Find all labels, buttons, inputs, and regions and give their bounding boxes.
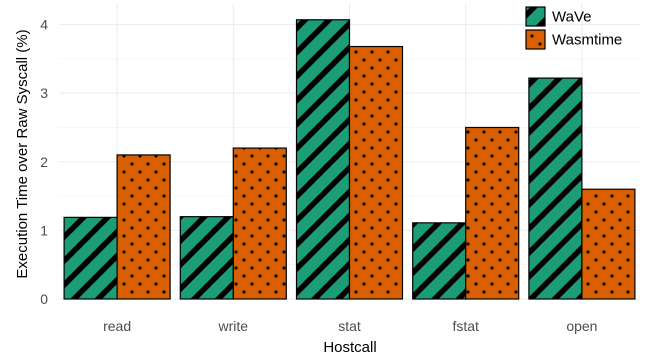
x-tick-label: stat bbox=[338, 318, 361, 334]
x-axis-title: Hostcall bbox=[323, 339, 376, 356]
y-tick-label: 3 bbox=[40, 85, 48, 101]
x-axis-ticks: read write stat fstat open bbox=[103, 318, 597, 334]
y-axis-title: Execution Time over Raw Syscall (%) bbox=[14, 29, 31, 278]
legend-label-wasmtime: Wasmtime bbox=[552, 32, 622, 49]
x-tick-label: write bbox=[218, 318, 249, 334]
x-tick-label: open bbox=[566, 318, 597, 334]
bar-wave-open bbox=[528, 77, 583, 300]
legend-label-wave: WaVe bbox=[552, 9, 591, 26]
bar-wave-stat bbox=[295, 19, 351, 300]
x-tick-label: fstat bbox=[452, 318, 479, 334]
y-tick-label: 0 bbox=[40, 291, 48, 307]
bars bbox=[63, 19, 636, 300]
bar-wasmtime-fstat bbox=[465, 126, 520, 300]
y-tick-label: 4 bbox=[40, 17, 48, 33]
bar-wave-fstat bbox=[412, 222, 467, 300]
bar-wave-read bbox=[63, 216, 118, 300]
bar-wasmtime-write bbox=[232, 147, 287, 300]
y-axis-ticks: 0 1 2 3 4 bbox=[40, 17, 48, 307]
bar-wasmtime-read bbox=[116, 154, 171, 300]
legend: WaVe Wasmtime bbox=[525, 6, 622, 50]
bar-wave-write bbox=[179, 216, 234, 300]
bar-wasmtime-open bbox=[581, 188, 636, 300]
y-tick-label: 2 bbox=[40, 154, 48, 170]
bar-wasmtime-stat bbox=[348, 45, 404, 300]
legend-key-wasmtime bbox=[525, 29, 546, 50]
x-tick-label: read bbox=[103, 318, 131, 334]
legend-key-wave bbox=[525, 6, 546, 27]
y-tick-label: 1 bbox=[40, 222, 48, 238]
